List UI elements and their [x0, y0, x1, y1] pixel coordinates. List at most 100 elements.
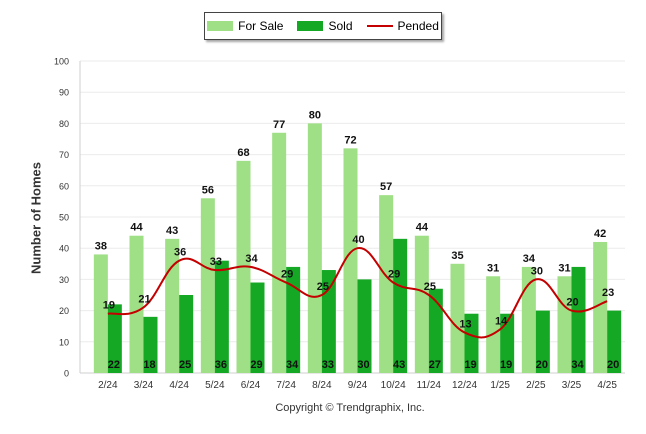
for-sale-value-label: 31: [558, 262, 570, 274]
sold-value-label: 34: [571, 359, 584, 371]
for-sale-bar: [521, 266, 536, 373]
sold-bar: [357, 279, 372, 373]
sold-bar: [428, 288, 443, 373]
legend-item-pended[interactable]: Pended: [366, 19, 439, 33]
x-tick-label: 7/24: [276, 380, 296, 391]
pended-value-label: 13: [459, 318, 471, 330]
pended-value-label: 40: [352, 234, 364, 246]
pended-value-label: 21: [138, 293, 150, 305]
x-tick-label: 11/24: [417, 380, 442, 391]
pended-value-label: 19: [103, 300, 115, 312]
x-tick-label: 1/25: [490, 380, 510, 391]
pended-value-label: 25: [317, 281, 329, 293]
for-sale-swatch: [207, 21, 234, 31]
for-sale-value-label: 56: [202, 184, 214, 196]
for-sale-bar: [379, 195, 394, 373]
sold-bar: [321, 270, 336, 373]
for-sale-bar: [307, 123, 322, 374]
sold-bar: [107, 304, 122, 373]
x-tick-label: 3/24: [134, 380, 154, 391]
for-sale-value-label: 72: [344, 134, 356, 146]
y-tick-label: 70: [59, 150, 69, 160]
for-sale-bar: [343, 148, 358, 373]
x-tick-label: 4/25: [597, 380, 617, 391]
pended-value-label: 34: [245, 253, 258, 265]
sold-value-label: 33: [322, 359, 334, 371]
sold-value-label: 43: [393, 359, 405, 371]
pended-line: [107, 247, 608, 339]
legend-label-sold: Sold: [328, 19, 353, 33]
for-sale-bar: [557, 276, 572, 373]
x-tick-label: 10/24: [381, 380, 406, 391]
sold-swatch: [297, 21, 324, 31]
sold-bar: [393, 238, 408, 373]
for-sale-value-label: 35: [451, 250, 463, 262]
for-sale-bar: [450, 263, 465, 373]
for-sale-bar: [129, 235, 144, 373]
y-tick-label: 40: [59, 244, 69, 254]
y-tick-label: 10: [59, 337, 69, 347]
for-sale-bar: [165, 238, 180, 373]
x-tick-label: 6/24: [241, 380, 261, 391]
y-tick-label: 30: [59, 275, 69, 285]
pended-swatch: [366, 25, 393, 27]
for-sale-bar: [93, 254, 108, 373]
legend-item-for-sale[interactable]: For Sale: [207, 19, 283, 33]
sold-bar: [286, 266, 301, 373]
sold-value-label: 27: [429, 359, 441, 371]
for-sale-bar: [414, 235, 429, 373]
for-sale-value-label: 77: [273, 119, 285, 131]
pended-value-label: 23: [602, 287, 614, 299]
sold-value-label: 19: [500, 359, 512, 371]
y-tick-label: 60: [59, 181, 69, 191]
sold-bar: [607, 310, 622, 373]
pended-value-label: 20: [566, 297, 578, 309]
sold-value-label: 19: [464, 359, 476, 371]
legend: For Sale Sold Pended: [204, 12, 442, 40]
y-tick-label: 80: [59, 119, 69, 129]
pended-value-label: 33: [210, 256, 222, 268]
sold-value-label: 25: [179, 359, 191, 371]
copyright: Copyright © Trendgraphix, Inc.: [275, 402, 425, 414]
legend-item-sold[interactable]: Sold: [297, 19, 353, 33]
x-tick-label: 3/25: [562, 380, 582, 391]
x-tick-label: 2/24: [98, 380, 118, 391]
pended-line-layer: [107, 247, 608, 339]
for-sale-value-label: 38: [95, 240, 107, 252]
sold-value-label: 20: [607, 359, 619, 371]
for-sale-value-label: 31: [487, 262, 499, 274]
pended-value-label: 29: [388, 269, 400, 281]
for-sale-bar: [272, 132, 287, 373]
y-tick-label: 100: [54, 57, 69, 67]
sold-bar: [214, 260, 229, 373]
legend-label-for-sale: For Sale: [238, 19, 284, 33]
sold-bar: [464, 313, 479, 373]
pended-value-label: 30: [531, 265, 543, 277]
data-labels: 38 22 19 44 18 21 43 25 36 56 36 33 68 29 34 77 34 29 80 33…: [95, 109, 620, 371]
pended-value-label: 25: [424, 281, 436, 293]
y-tick-label: 50: [59, 213, 69, 223]
x-tick-label: 5/24: [205, 380, 225, 391]
legend-label-pended: Pended: [397, 19, 439, 33]
y-tick-label: 90: [59, 88, 69, 98]
for-sale-bar: [486, 276, 501, 373]
for-sale-bar: [593, 241, 608, 373]
sold-value-label: 34: [286, 359, 299, 371]
sold-bar: [179, 295, 194, 373]
for-sale-value-label: 44: [416, 222, 429, 234]
y-tick-label: 20: [59, 306, 69, 316]
pended-value-label: 14: [495, 315, 508, 327]
for-sale-value-label: 80: [309, 109, 321, 121]
sold-bar: [571, 266, 586, 373]
sold-bar: [250, 282, 265, 373]
x-tick-label: 4/24: [169, 380, 189, 391]
sold-value-label: 29: [250, 359, 262, 371]
for-sale-value-label: 42: [594, 228, 606, 240]
x-tick-label: 8/24: [312, 380, 332, 391]
x-tick-label: 12/24: [452, 380, 477, 391]
for-sale-bar: [200, 198, 215, 373]
sold-bar: [500, 313, 515, 373]
for-sale-value-label: 44: [130, 222, 143, 234]
sold-value-label: 36: [215, 359, 227, 371]
